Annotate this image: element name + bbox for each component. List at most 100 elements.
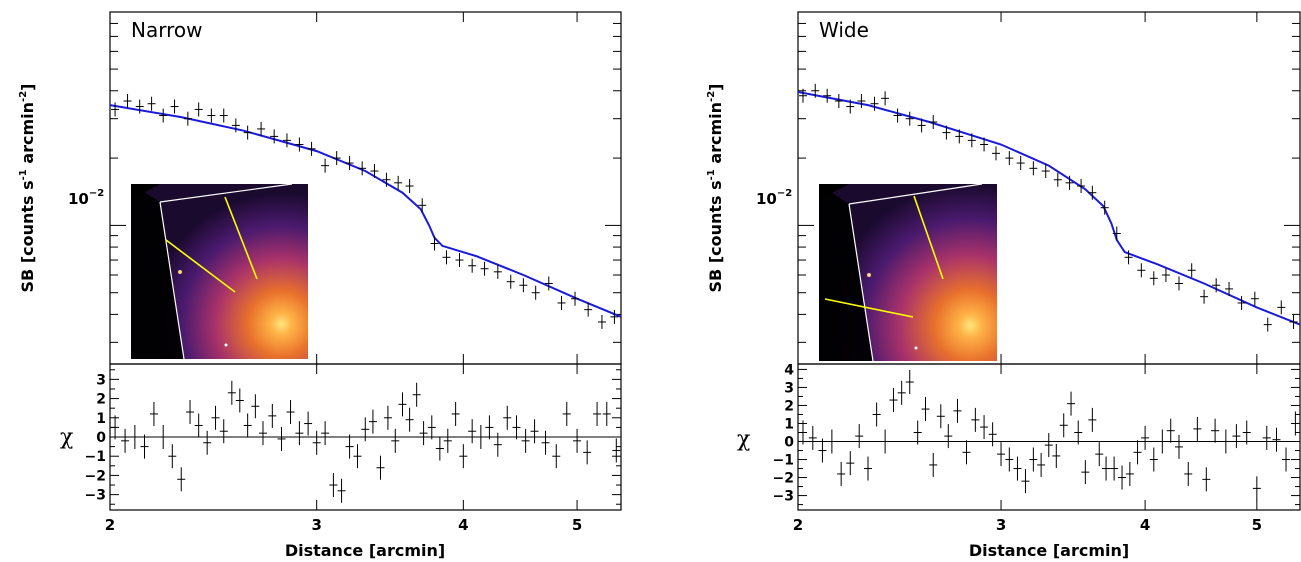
inset-boundary-left (848, 203, 874, 362)
cluster-inset-image (819, 183, 997, 362)
inset-mask-left (819, 184, 873, 361)
residual-point (211, 405, 220, 430)
data-point (123, 93, 132, 108)
data-point (307, 141, 316, 156)
data-point (111, 102, 120, 117)
residual-point (140, 434, 149, 459)
residual-point (111, 415, 120, 440)
inset-mask-left (131, 184, 184, 359)
data-point (442, 250, 451, 265)
x-tick-label: 3 (996, 516, 1006, 534)
residual-point (1221, 429, 1230, 454)
x-tick-label: 2 (105, 516, 115, 534)
data-point (1289, 314, 1298, 329)
data-point (480, 261, 489, 276)
residual-point (503, 405, 512, 430)
residual-frame (797, 363, 1301, 511)
residual-plot-narrow: −3 −2 −1 0 1 2 3 χ 2 3 4 5 Distance [arcmin] (60, 363, 622, 560)
residual-point (427, 415, 436, 440)
residual-point (837, 461, 846, 486)
data-point (929, 114, 938, 129)
model-line (109, 104, 622, 318)
residual-point (149, 401, 158, 426)
residual-point (194, 413, 203, 438)
model-curve (109, 104, 622, 318)
model-line (797, 91, 1301, 326)
x-tick-label: 4 (458, 516, 468, 534)
data-point (1263, 317, 1272, 332)
data-point (980, 137, 989, 152)
residual-point (412, 382, 421, 407)
residual-point (1102, 456, 1111, 481)
residual-point (612, 438, 621, 463)
residual-point (345, 434, 354, 459)
res-y-tick-label: 0 (784, 435, 794, 451)
inset-sector-line (913, 195, 944, 280)
data-point (332, 151, 341, 166)
data-point (455, 253, 464, 268)
residual-point (121, 428, 130, 453)
residual-point (913, 420, 922, 445)
residual-point (905, 370, 914, 395)
residual-point (889, 388, 898, 413)
data-point (519, 278, 528, 293)
residual-point (1125, 461, 1134, 486)
res-y-tick-label: 3 (96, 372, 106, 388)
residual-point (855, 424, 864, 449)
residual-point (159, 425, 168, 449)
residual-point (1067, 391, 1076, 416)
residual-point (583, 440, 592, 465)
data-point (370, 164, 379, 179)
residual-point (827, 429, 836, 454)
data-point (282, 133, 291, 148)
data-point (493, 264, 502, 279)
data-point (170, 99, 179, 114)
residual-point (451, 401, 460, 426)
residual-point (1118, 465, 1127, 490)
data-point (544, 276, 553, 291)
residual-point (443, 428, 452, 453)
residual-point (1095, 442, 1104, 467)
residual-point (419, 421, 428, 446)
residual-point (1149, 447, 1158, 472)
residual-point (476, 425, 485, 449)
panel-title: Narrow (131, 18, 202, 42)
inset-boundary-left (159, 201, 185, 360)
residual-point (1262, 425, 1271, 450)
residual-point (872, 402, 881, 427)
x-tick-label: 3 (311, 516, 321, 534)
residual-point (962, 440, 971, 465)
data-point (798, 88, 807, 103)
x-tick-labels: 2 3 4 5 (793, 516, 1262, 534)
data-point (159, 108, 168, 123)
residual-point (361, 417, 370, 442)
data-point (1065, 175, 1074, 190)
data-point (811, 83, 820, 98)
residual-point (1184, 461, 1193, 486)
res-y-tick-label: 1 (96, 411, 106, 427)
data-points (798, 83, 1298, 332)
data-point (147, 96, 156, 111)
data-point (194, 102, 203, 117)
data-points (111, 93, 619, 329)
residual-point (552, 444, 561, 469)
cluster-inset-image (131, 183, 308, 360)
residual-point (1282, 447, 1291, 472)
data-point (358, 161, 367, 176)
res-y-tick-label: −1 (773, 453, 794, 469)
residual-point (1005, 447, 1014, 472)
residual-point (219, 419, 228, 444)
res-y-tick-label: −2 (85, 468, 106, 484)
residual-point (368, 409, 377, 434)
residual-point (435, 436, 444, 461)
residual-point (863, 456, 872, 481)
data-point (270, 129, 279, 144)
residual-point (312, 430, 321, 455)
residual-point (997, 442, 1006, 467)
residual-point (398, 392, 407, 417)
panel-wide: Wide 10−2 SB [counts s-1 arcmin-2] −3−2−… (706, 11, 1301, 560)
residual-point (593, 401, 602, 426)
residual-point (130, 425, 139, 449)
data-point (881, 91, 890, 106)
model-curve (797, 91, 1301, 326)
